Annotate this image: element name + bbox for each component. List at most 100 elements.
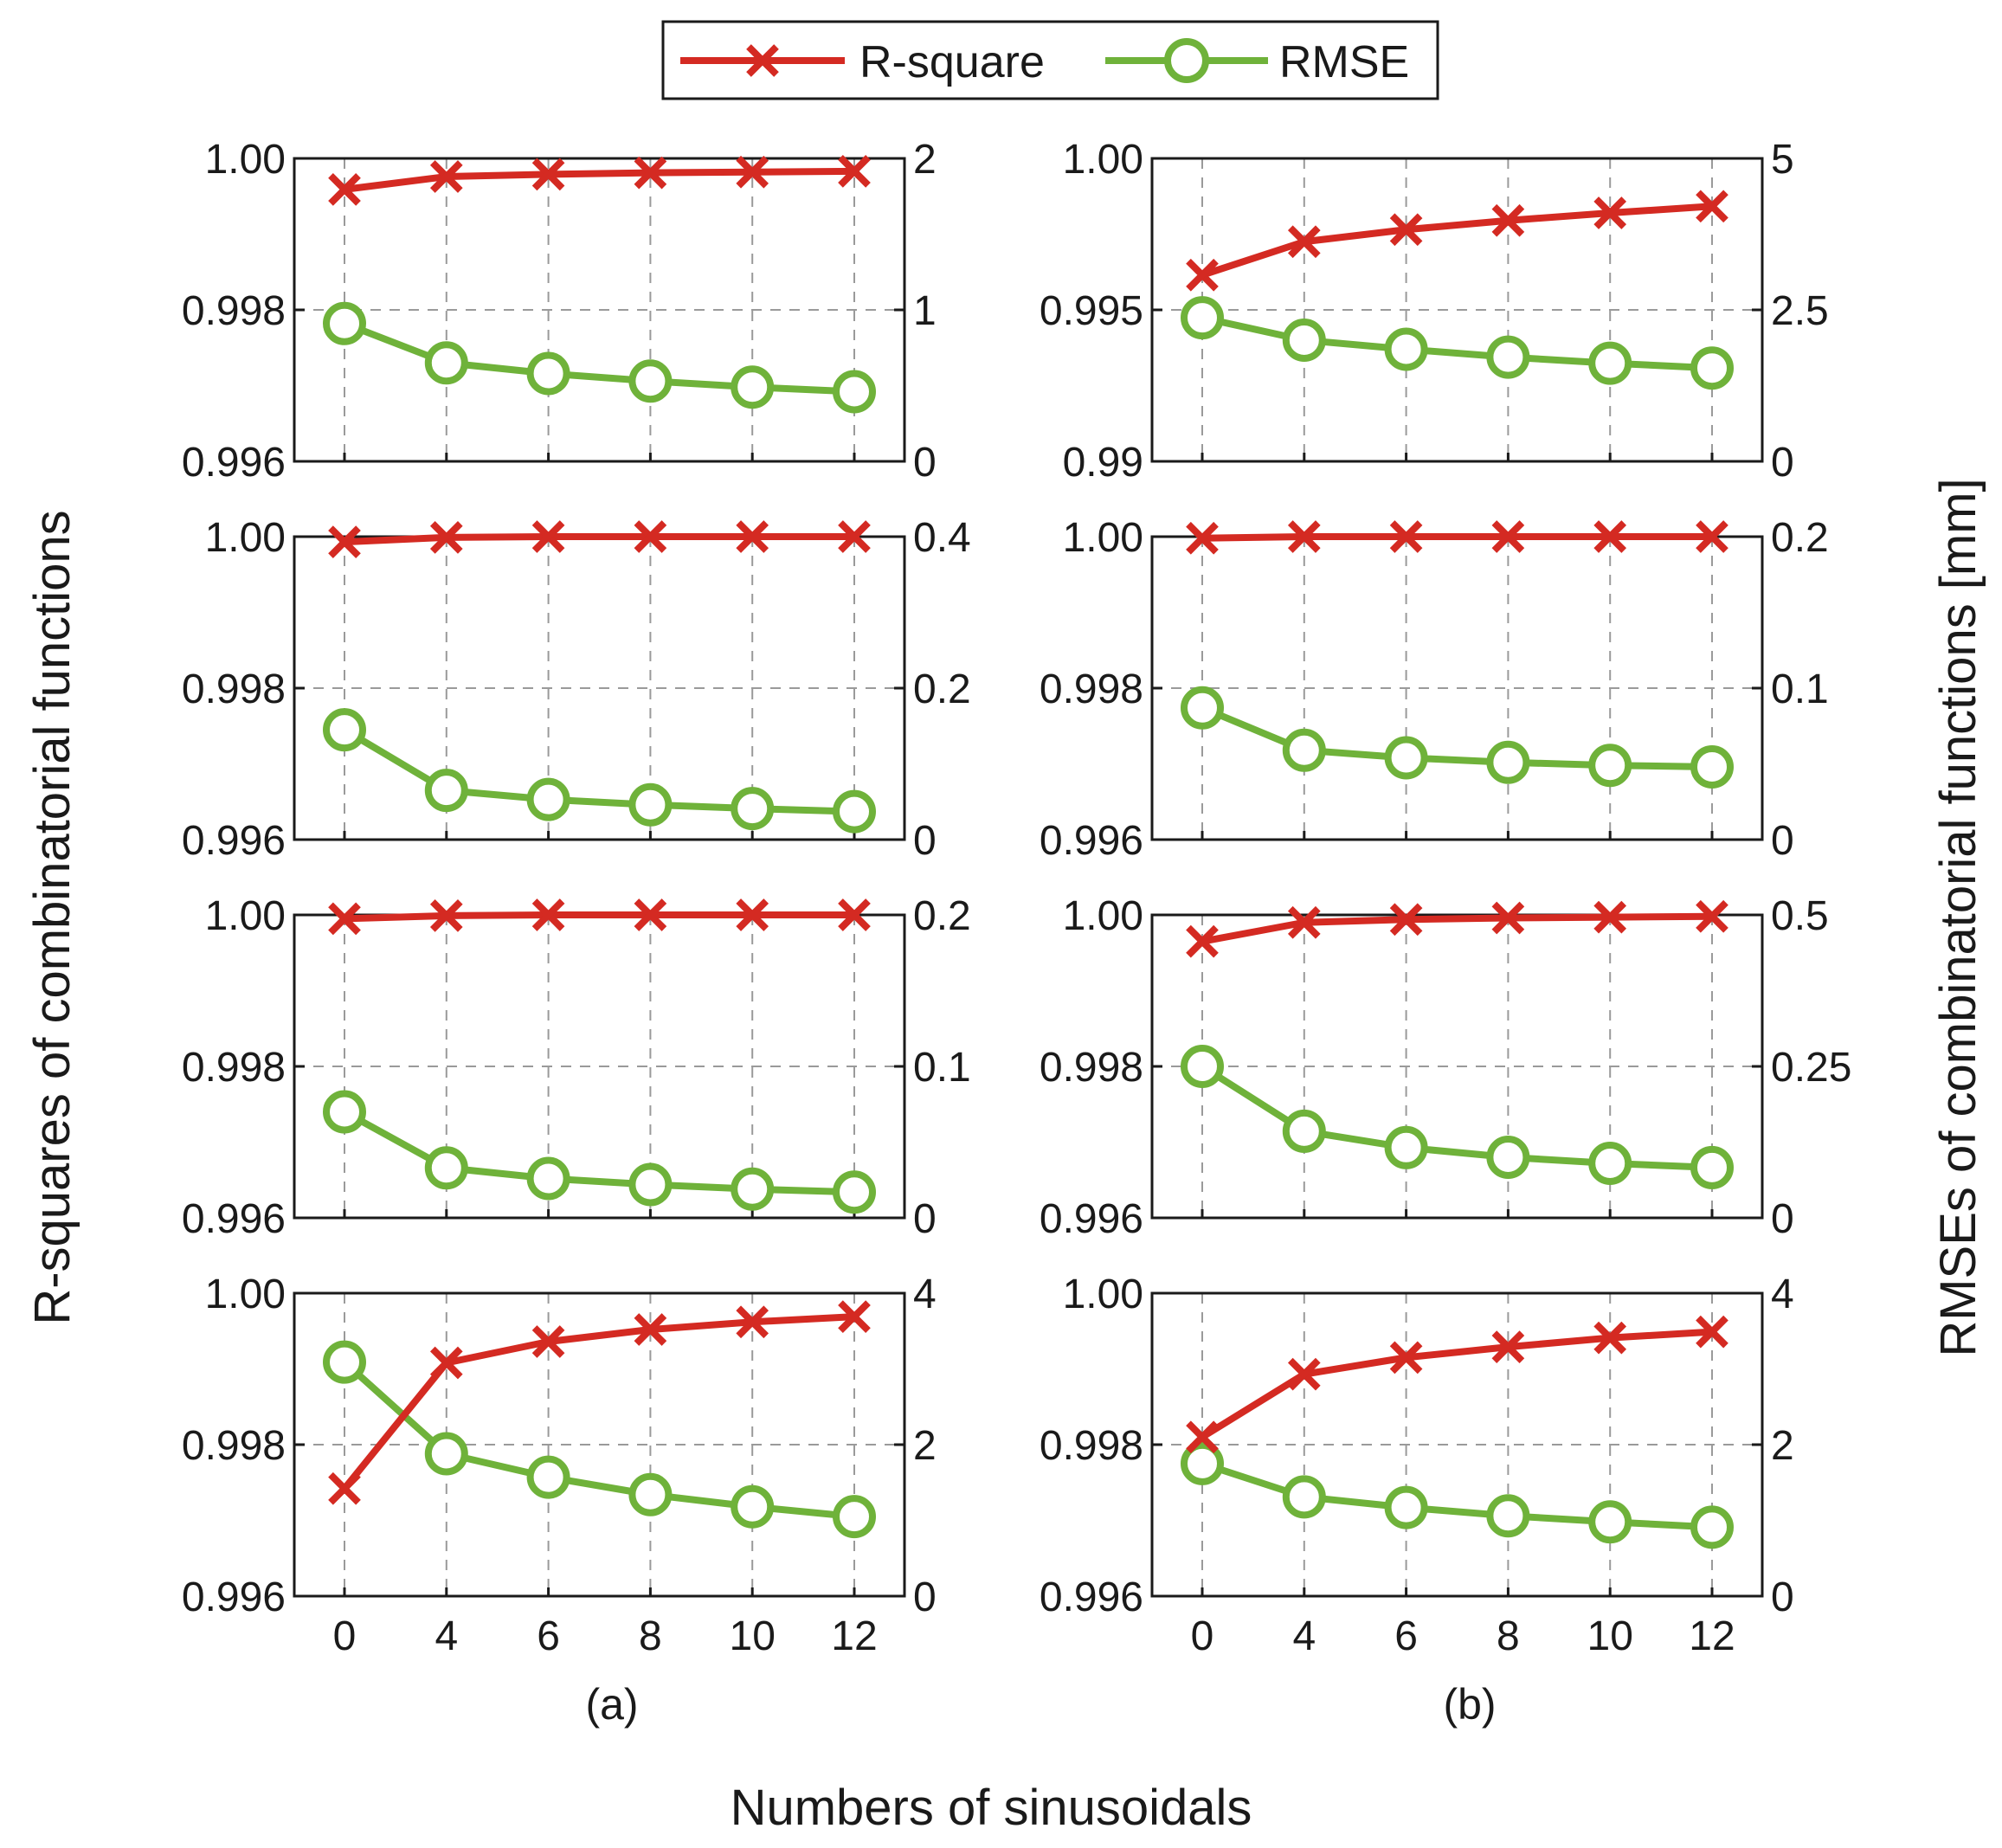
subplot-label-a: (a): [585, 1680, 638, 1729]
panel-c1-r2: 1.00 0.998 0.996 0.5 0.25 0: [1040, 893, 1852, 1242]
left-tick-label: 0.998: [182, 666, 286, 712]
r-square-point: [328, 173, 361, 206]
left-tick-label: 0.998: [182, 1423, 286, 1469]
legend-rmse-label: RMSE: [1279, 37, 1409, 87]
r-square-point: [1186, 924, 1219, 958]
r-square-point: [1389, 903, 1423, 937]
rmse-point: [1181, 1045, 1224, 1088]
left-tick-label: 0.99: [1063, 440, 1143, 486]
rmse-point: [628, 1472, 673, 1516]
right-tick-label: 0.2: [1771, 515, 1829, 561]
legend: R-square RMSE: [661, 20, 1439, 100]
r-square-point: [1287, 225, 1321, 259]
rmse-point: [1588, 1500, 1632, 1544]
r-square-point: [1593, 900, 1627, 934]
r-square-series-line: [344, 533, 854, 546]
r-square-point: [1389, 520, 1423, 553]
right-tick-label: 0.1: [913, 1045, 971, 1091]
right-tick-label: 1: [913, 288, 937, 334]
r-square-point: [1389, 1341, 1423, 1375]
r-square-point: [328, 525, 361, 558]
x-tick-label: 8: [639, 1613, 662, 1659]
right-tick-label: 0: [1771, 1574, 1794, 1620]
left-tick-label: 0.996: [1040, 818, 1143, 864]
r-square-series-line: [1201, 533, 1712, 542]
r-square-point: [1491, 1330, 1525, 1363]
rmse-point: [1690, 1505, 1734, 1549]
right-tick-label: 0.2: [913, 666, 971, 712]
right-tick-label: 2: [913, 1423, 937, 1469]
rmse-point: [1282, 319, 1326, 362]
r-square-point: [1491, 901, 1525, 935]
left-tick-label: 0.996: [182, 1574, 286, 1620]
y-axis-title-right: RMSEs of combinatorial functions [mm]: [1930, 478, 1986, 1356]
left-tick-label: 1.00: [205, 893, 286, 939]
x-tick-label: 6: [1394, 1613, 1418, 1659]
rmse-point: [323, 301, 366, 345]
rmse-point: [526, 351, 570, 396]
right-tick-label: 0: [1771, 440, 1794, 486]
right-tick-label: 0: [913, 818, 937, 864]
rmse-point: [731, 787, 775, 831]
y-axis-title-left: R-squares of combinatorial functions: [24, 510, 80, 1324]
r-square-point: [1696, 520, 1728, 553]
r-square-point: [1186, 521, 1219, 555]
rmse-point: [323, 1340, 366, 1384]
subplot-label-b: (b): [1443, 1680, 1496, 1729]
r-square-point: [736, 155, 769, 189]
left-tick-label: 0.998: [1040, 666, 1143, 712]
left-tick-label: 0.996: [1040, 1196, 1143, 1242]
r-square-point: [634, 520, 667, 553]
r-square-series-line: [341, 1313, 855, 1491]
right-tick-label: 0.5: [1771, 893, 1829, 939]
rmse-point: [731, 365, 775, 409]
r-square-point: [429, 160, 463, 193]
rmse-point: [833, 1170, 876, 1214]
rmse-point: [1486, 740, 1530, 784]
right-tick-label: 0: [1771, 1196, 1794, 1242]
right-tick-label: 2: [913, 137, 937, 183]
r-square-point: [531, 520, 565, 553]
rmse-point: [1384, 327, 1428, 371]
rmse-point: [731, 1484, 775, 1529]
left-tick-label: 1.00: [205, 515, 286, 561]
rmse-point: [323, 1090, 366, 1134]
right-tick-label: 0: [913, 1196, 937, 1242]
r-square-series-line: [344, 167, 855, 193]
right-tick-label: 0.4: [913, 515, 971, 561]
r-square-point: [1593, 520, 1627, 553]
r-square-point: [634, 898, 667, 931]
rmse-series-line: [1201, 1460, 1713, 1531]
left-tick-label: 1.00: [205, 1272, 286, 1317]
right-tick-label: 5: [1771, 137, 1794, 183]
rmse-point: [628, 1162, 673, 1207]
r-square-point: [634, 156, 667, 190]
panel-c0-r3: 1.00 0.998 0.996 4 2 0 0 4 6 8 10 12: [182, 1272, 937, 1659]
rmse-point: [1690, 1145, 1734, 1189]
rmse-point: [1486, 1136, 1530, 1179]
rmse-point: [424, 1146, 468, 1190]
r-square-point: [736, 898, 769, 931]
right-tick-label: 4: [913, 1272, 937, 1317]
left-tick-label: 0.996: [182, 818, 286, 864]
rmse-point: [1690, 346, 1734, 390]
r-square-point: [1287, 1357, 1321, 1391]
r-square-series-line: [1200, 1328, 1713, 1440]
right-tick-label: 0.25: [1771, 1045, 1851, 1091]
r-square-point: [429, 521, 463, 554]
rmse-series-line: [342, 1359, 855, 1521]
x-tick-label: 0: [333, 1613, 357, 1659]
r-square-point: [1593, 1321, 1627, 1355]
x-axis-title: Numbers of sinusoidals: [731, 1780, 1252, 1836]
left-tick-label: 1.00: [1063, 137, 1143, 183]
rmse-series-line: [343, 1108, 855, 1196]
x-tick-label: 8: [1497, 1613, 1520, 1659]
rmse-point: [323, 708, 366, 752]
r-square-point: [531, 898, 565, 931]
rmse-point: [1486, 1494, 1530, 1538]
r-square-point: [1186, 258, 1219, 292]
rmse-point: [833, 789, 876, 834]
legend-rmse-marker: [1164, 38, 1209, 83]
r-square-point: [1287, 905, 1321, 939]
